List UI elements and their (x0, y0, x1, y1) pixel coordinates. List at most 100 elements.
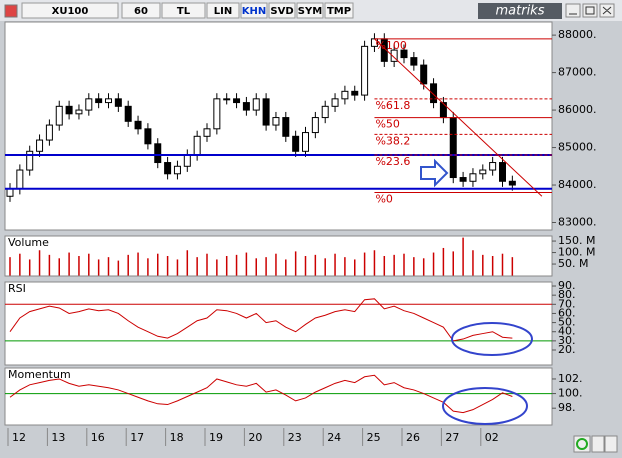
fibonacci-label: %100 (375, 39, 406, 52)
menu-icon[interactable] (4, 4, 18, 18)
x-tick-label: 18 (170, 431, 184, 444)
candle-body (400, 49, 408, 59)
y-tick-label: 90. (558, 279, 576, 292)
candle-body (6, 188, 14, 197)
candle-body (272, 117, 280, 126)
trend-line (374, 38, 543, 197)
toolbar-button[interactable] (296, 2, 324, 19)
y-tick-label: 102. (558, 372, 583, 385)
candle-body (95, 98, 103, 104)
y-tick-label: 87000. (558, 66, 597, 79)
candle-body (479, 169, 487, 175)
toolbar-button[interactable] (121, 2, 161, 19)
candle-body (262, 98, 270, 126)
toolbar-button[interactable] (324, 2, 354, 19)
panel-title: Volume (8, 236, 49, 249)
y-tick-label: 70. (558, 297, 576, 310)
rsi-highlight (451, 322, 533, 356)
candle-body (75, 109, 83, 115)
candle-body (16, 169, 24, 190)
candle-body (459, 177, 467, 182)
x-tick-label: 13 (51, 431, 65, 444)
toolbar-label: LIN (214, 6, 232, 17)
fibonacci-label: %0 (375, 193, 392, 206)
panel (4, 367, 553, 426)
momentum-highlight (442, 387, 528, 425)
candle-body (223, 98, 231, 101)
candle-body (390, 49, 398, 62)
y-tick-label: 84000. (558, 178, 597, 191)
y-tick-label: 100. (558, 387, 583, 400)
toolbar-button[interactable] (21, 2, 119, 19)
x-tick-label: 27 (445, 431, 459, 444)
panel (4, 235, 553, 277)
x-tick-label: 23 (288, 431, 302, 444)
toolbar-button[interactable] (206, 2, 240, 19)
fibonacci-label: %61.8 (375, 99, 410, 112)
candle-body (65, 105, 73, 115)
panel (4, 21, 553, 231)
y-tick-label: 50. M (558, 257, 588, 270)
minimize-button[interactable] (565, 3, 581, 18)
candle-body (55, 105, 63, 126)
toolbar-label: 60 (134, 6, 148, 17)
toolbar-label: SVD (270, 6, 293, 17)
y-tick-label: 98. (558, 401, 576, 414)
candle-body (489, 162, 497, 171)
y-tick-label: 30. (558, 334, 576, 347)
candle-body (341, 90, 349, 100)
candle-body (242, 102, 250, 111)
fibonacci-label: %38.2 (375, 134, 410, 147)
y-tick-label: 100. M (558, 246, 595, 259)
toolbar-button[interactable] (240, 2, 268, 19)
candle-body (430, 83, 438, 104)
fibonacci-label: %50 (375, 118, 399, 131)
candle-body (36, 139, 44, 152)
x-tick-label: 25 (367, 431, 381, 444)
candle-body (124, 105, 132, 122)
logo: matriks (496, 4, 545, 19)
candle-body (302, 132, 309, 152)
y-tick-label: 150. M (558, 234, 595, 247)
indicator-line (9, 374, 513, 414)
fibonacci-label: %23.6 (375, 155, 410, 168)
toolbar-label: TL (177, 6, 191, 17)
candle-body (85, 98, 93, 111)
candle-body (410, 57, 418, 66)
x-tick-label: 16 (91, 431, 105, 444)
candle-body (154, 143, 162, 164)
y-tick-label: 80. (558, 288, 576, 301)
y-tick-label: 83000. (558, 216, 597, 229)
x-tick-label: 24 (327, 431, 341, 444)
candle-body (351, 90, 359, 96)
candle-body (252, 98, 260, 111)
candle-body (213, 98, 221, 130)
toolbar-label: TMP (327, 6, 351, 17)
candle-body (164, 162, 172, 175)
scroll-left-button[interactable] (591, 435, 605, 453)
candle-body (183, 154, 191, 167)
candle-body (439, 102, 447, 119)
scroll-right-button[interactable] (604, 435, 618, 453)
candle-body (331, 98, 339, 107)
toolbar-button[interactable] (268, 2, 296, 19)
candle-body (144, 128, 152, 145)
logo-box (478, 3, 562, 19)
candle-body (469, 173, 477, 182)
y-tick-label: 88000. (558, 28, 597, 41)
panel-title: Momentum (8, 368, 71, 381)
maximize-button[interactable] (582, 3, 598, 18)
y-tick-label: 85000. (558, 141, 597, 154)
candle-body (361, 45, 369, 96)
y-tick-label: 20. (558, 343, 576, 356)
candle-body (499, 162, 506, 182)
toolbar-button[interactable] (161, 2, 206, 19)
candle-body (105, 98, 112, 104)
x-tick-label: 12 (12, 431, 26, 444)
x-tick-label: 17 (130, 431, 144, 444)
candle-body (203, 128, 211, 137)
x-tick-label: 20 (248, 431, 262, 444)
candle-body (114, 98, 122, 107)
toolbar-label: KHN (242, 6, 267, 17)
candle-body (292, 135, 300, 152)
